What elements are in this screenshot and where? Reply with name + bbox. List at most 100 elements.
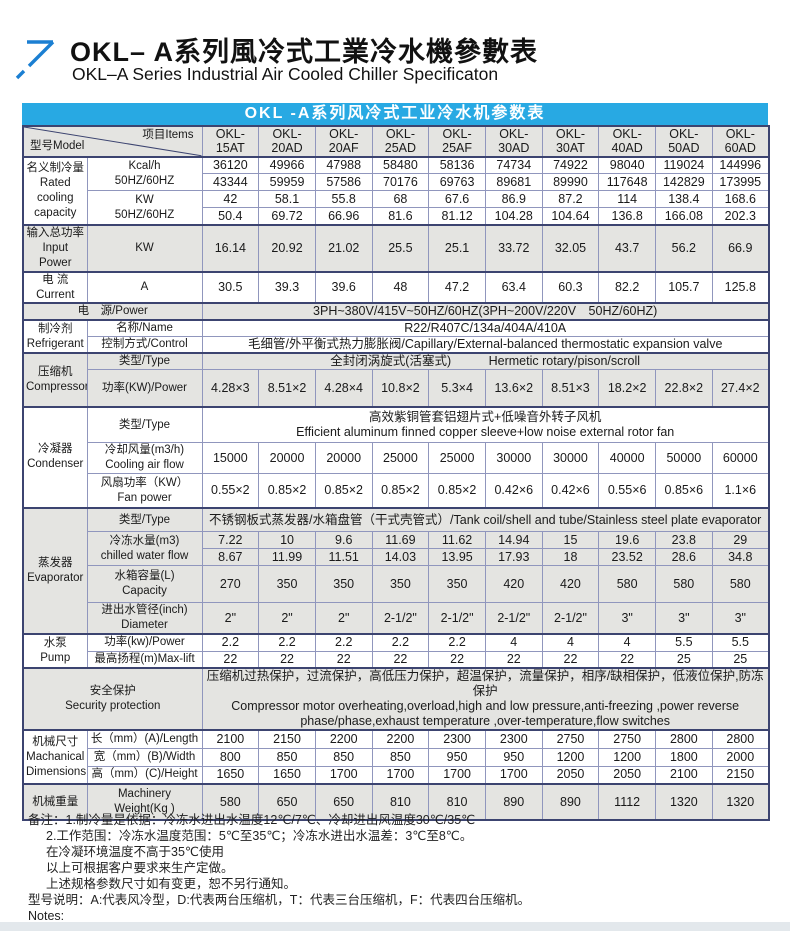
value-cell: 5.5	[711, 633, 770, 652]
value-cell: 117648	[598, 173, 656, 192]
value-cell: 2100	[655, 765, 713, 785]
value-cell: 87.2	[541, 190, 600, 209]
value-cell: 29	[711, 531, 770, 550]
value-cell: 74734	[484, 155, 543, 175]
value-cell: 173995	[711, 173, 770, 192]
value-cell: 22	[314, 650, 373, 669]
value-cell: 48	[371, 270, 430, 304]
note-line: 以上可根据客户要求来生产定做。	[46, 861, 234, 875]
category-cell: 压缩机 Compressor	[22, 352, 88, 408]
value-cell: 3"	[655, 602, 713, 635]
value-cell: 3PH~380V/415V~50HZ/60HZ(3PH~200V/220V 50…	[201, 302, 770, 321]
value-cell: 66.96	[314, 207, 373, 226]
value-cell: 22	[484, 650, 543, 669]
category-cell: 蒸发器 Evaporator	[22, 506, 88, 635]
value-cell: 0.55×2	[201, 473, 260, 509]
value-cell: 5.5	[655, 633, 713, 652]
value-cell: 全封闭涡旋式(活塞式) Hermetic rotary/pison/scroll	[201, 352, 770, 371]
value-cell: 不锈钢板式蒸发器/水箱盘管（干式壳管式）/Tank coil/shell and…	[201, 506, 770, 533]
value-cell: 11.51	[314, 548, 373, 567]
value-cell: 11.99	[258, 548, 316, 567]
value-cell: 毛细管/外平衡式热力膨胀阀/Capillary/External-balance…	[201, 336, 770, 354]
value-cell: 11.69	[371, 531, 430, 550]
value-cell: 23.52	[598, 548, 656, 567]
value-cell: 1200	[541, 747, 600, 767]
value-cell: 10	[258, 531, 316, 550]
value-cell: 850	[314, 747, 373, 767]
value-cell: 168.6	[711, 190, 770, 209]
value-cell: 580	[655, 565, 713, 604]
corner-model-label: 型号Model	[30, 139, 85, 152]
value-cell: 0.85×6	[655, 473, 713, 509]
value-cell: 22	[258, 650, 316, 669]
value-cell: 950	[428, 747, 486, 767]
value-cell: 50.4	[201, 207, 260, 226]
category-cell: 输入总功率 Input Power	[22, 223, 88, 273]
value-cell: 2"	[258, 602, 316, 635]
note-line: 备注：1.制冷量是依据：冷冻水进出水温度12℃/7℃、冷却进出风温度30℃/35…	[28, 813, 476, 827]
item-cell: 宽（mm）(B)/Width	[86, 747, 203, 767]
value-cell: 580	[711, 565, 770, 604]
value-cell: 1800	[655, 747, 713, 767]
value-cell: 67.6	[428, 190, 486, 209]
value-cell: 82.2	[598, 270, 656, 304]
value-cell: 9.6	[314, 531, 373, 550]
item-cell: 进出水管径(inch) Diameter	[86, 602, 203, 635]
value-cell: 57586	[314, 173, 373, 192]
value-cell: 47.2	[428, 270, 486, 304]
value-cell: 0.85×2	[314, 473, 373, 509]
value-cell: 25.1	[428, 223, 486, 273]
value-cell: 1650	[258, 765, 316, 785]
value-cell: 2050	[541, 765, 600, 785]
value-cell: 2800	[711, 729, 770, 749]
item-cell: 最高扬程(m)Max-lift	[86, 650, 203, 669]
table-caption: OKL -A系列风冷式工业冷水机参数表	[22, 103, 768, 125]
value-cell: 0.55×6	[598, 473, 656, 509]
model-header-cell: OKL- 25AF	[428, 125, 486, 158]
value-cell: 36120	[201, 155, 260, 175]
value-cell: 420	[484, 565, 543, 604]
item-cell: 冷冻水量(m3) chilled water flow	[86, 531, 203, 567]
value-cell: 1650	[201, 765, 260, 785]
value-cell: 2"	[314, 602, 373, 635]
category-cell: 电 流 Current	[22, 270, 88, 304]
value-cell: 66.9	[711, 223, 770, 273]
value-cell: 810	[371, 783, 430, 821]
note-line: 在冷凝环境温度不高于35℃使用	[46, 845, 224, 859]
value-cell: 1200	[598, 747, 656, 767]
item-cell: 长（mm）(A)/Length	[86, 729, 203, 749]
value-cell: 30000	[484, 442, 543, 475]
value-cell: 15	[541, 531, 600, 550]
value-cell: 20.92	[258, 223, 316, 273]
value-cell: 98040	[598, 155, 656, 175]
value-cell: 25	[655, 650, 713, 669]
value-cell: 25000	[371, 442, 430, 475]
value-cell: 810	[428, 783, 486, 821]
value-cell: 59959	[258, 173, 316, 192]
value-cell: 2"	[201, 602, 260, 635]
value-cell: 104.28	[484, 207, 543, 226]
value-cell: 2.2	[258, 633, 316, 652]
value-cell: 350	[371, 565, 430, 604]
item-cell: KW	[86, 223, 203, 273]
value-cell: 850	[258, 747, 316, 767]
value-cell: 20000	[314, 442, 373, 475]
value-cell: 136.8	[598, 207, 656, 226]
value-cell: 47988	[314, 155, 373, 175]
value-cell: 2.2	[201, 633, 260, 652]
value-cell: 2-1/2"	[371, 602, 430, 635]
item-cell: 类型/Type	[86, 352, 203, 371]
model-header-cell: OKL- 20AF	[314, 125, 373, 158]
arrow-up-right-icon	[14, 32, 62, 82]
value-cell: 270	[201, 565, 260, 604]
value-cell: 40000	[598, 442, 656, 475]
value-cell: 压缩机过热保护，过流保护，高低压力保护，超温保护，流量保护，相序/缺相保护，低液…	[201, 667, 770, 731]
value-cell: 114	[598, 190, 656, 209]
value-cell: 49966	[258, 155, 316, 175]
value-cell: 81.12	[428, 207, 486, 226]
value-cell: 104.64	[541, 207, 600, 226]
corner-items-label: 项目Items	[142, 129, 194, 141]
value-cell: 42	[201, 190, 260, 209]
value-cell: 22	[598, 650, 656, 669]
value-cell: 2-1/2"	[484, 602, 543, 635]
